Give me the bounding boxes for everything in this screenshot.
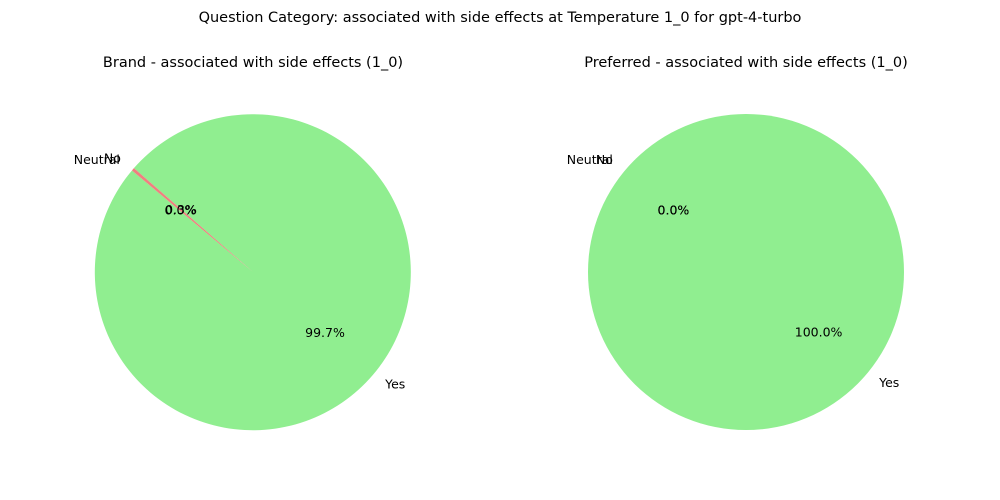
- brand-percent-neutral: 0.0%: [165, 203, 197, 218]
- brand-slice-no: [131, 168, 253, 272]
- preferred-slice-yes: [588, 114, 904, 430]
- brand-percent-no: 0.3%: [165, 202, 197, 217]
- brand-slice-yes: [94, 114, 411, 431]
- figure-title: Question Category: associated with side …: [199, 10, 802, 26]
- brand-pie-chart: Brand - associated with side effects (1_…: [74, 55, 411, 431]
- preferred-percent-no: 0.0%: [658, 203, 690, 218]
- brand-label-neutral: Neutral: [74, 152, 120, 167]
- brand-label-no: No: [104, 151, 121, 166]
- brand-label-yes: Yes: [384, 377, 405, 392]
- preferred-percent-neutral: 0.0%: [658, 203, 690, 218]
- preferred-label-neutral: Neutral: [567, 152, 613, 167]
- brand-percent-yes: 99.7%: [305, 325, 345, 340]
- preferred-label-yes: Yes: [878, 375, 899, 390]
- brand-pie-title: Brand - associated with side effects (1_…: [103, 55, 403, 71]
- preferred-pie-chart: Preferred - associated with side effects…: [567, 55, 908, 430]
- preferred-percent-yes: 100.0%: [795, 324, 843, 339]
- preferred-pie-title: Preferred - associated with side effects…: [584, 55, 908, 71]
- preferred-label-no: No: [596, 152, 613, 167]
